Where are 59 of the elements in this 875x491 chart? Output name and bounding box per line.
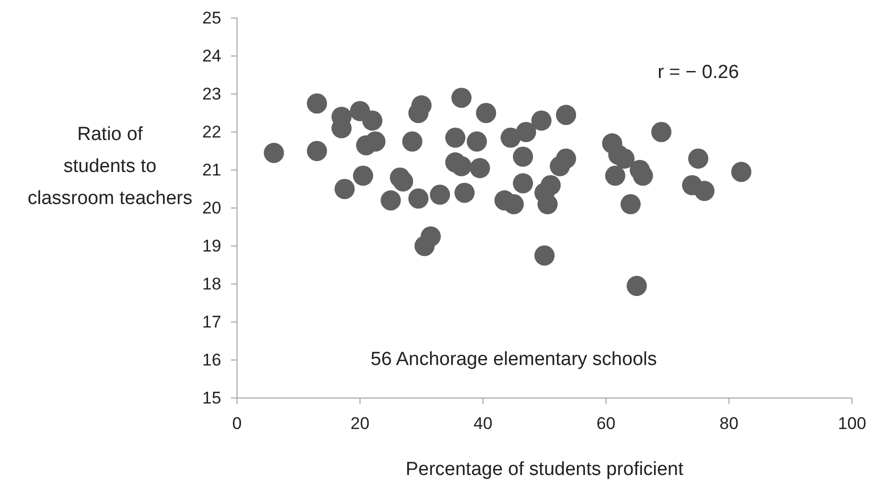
annotation: 56 Anchorage elementary schools: [370, 349, 657, 370]
y-tick-label: 17: [202, 312, 222, 332]
point: [470, 158, 490, 178]
point: [362, 110, 382, 131]
point: [651, 122, 672, 142]
point: [476, 102, 496, 124]
point: [512, 173, 534, 194]
y-tick-label: 18: [202, 274, 222, 294]
annotation: r = − 0.26: [658, 62, 739, 84]
point: [731, 162, 752, 182]
point: [626, 276, 647, 296]
point: [430, 184, 450, 205]
y-axis-title: Ratio of students to classroom teachers: [28, 124, 192, 209]
point: [614, 148, 635, 169]
point: [556, 104, 576, 125]
y-tick-label: 25: [202, 8, 222, 28]
x-tick-label: 0: [232, 414, 242, 434]
y-tick-label: 21: [202, 160, 222, 180]
point: [306, 140, 328, 162]
y-tick-label: 15: [202, 388, 222, 408]
y-tick-label: 24: [202, 46, 222, 66]
y-tick-label: 19: [202, 236, 222, 256]
point: [512, 146, 534, 167]
x-tick-label: 60: [596, 414, 616, 434]
point: [445, 128, 466, 148]
point: [504, 194, 524, 214]
y-tick-label: 20: [202, 198, 222, 218]
x-tick-label: 80: [720, 414, 738, 434]
point: [516, 122, 536, 142]
point: [466, 131, 487, 152]
point: [380, 190, 401, 210]
x-tick-label: 40: [474, 414, 492, 434]
point: [264, 142, 284, 163]
point: [605, 166, 626, 186]
point: [534, 245, 555, 266]
point: [408, 188, 429, 209]
point: [392, 171, 414, 192]
point: [537, 194, 558, 214]
point: [451, 88, 472, 108]
x-tick-label: 20: [350, 414, 370, 434]
x-axis-title: Percentage of students proficient: [406, 459, 684, 480]
y-tick-label: 22: [202, 122, 222, 142]
point: [454, 182, 475, 203]
point: [402, 131, 422, 152]
point: [420, 226, 441, 247]
y-tick-label: 16: [202, 350, 222, 370]
point: [540, 175, 561, 196]
x-tick-label: 100: [838, 414, 866, 434]
point: [531, 110, 552, 131]
point: [352, 166, 374, 186]
point: [334, 178, 355, 200]
point: [365, 131, 386, 152]
point: [688, 148, 708, 169]
point: [556, 148, 576, 169]
y-tick-label: 23: [202, 84, 222, 104]
point: [694, 180, 714, 201]
point: [306, 93, 328, 114]
point: [620, 194, 641, 214]
point: [500, 128, 521, 148]
